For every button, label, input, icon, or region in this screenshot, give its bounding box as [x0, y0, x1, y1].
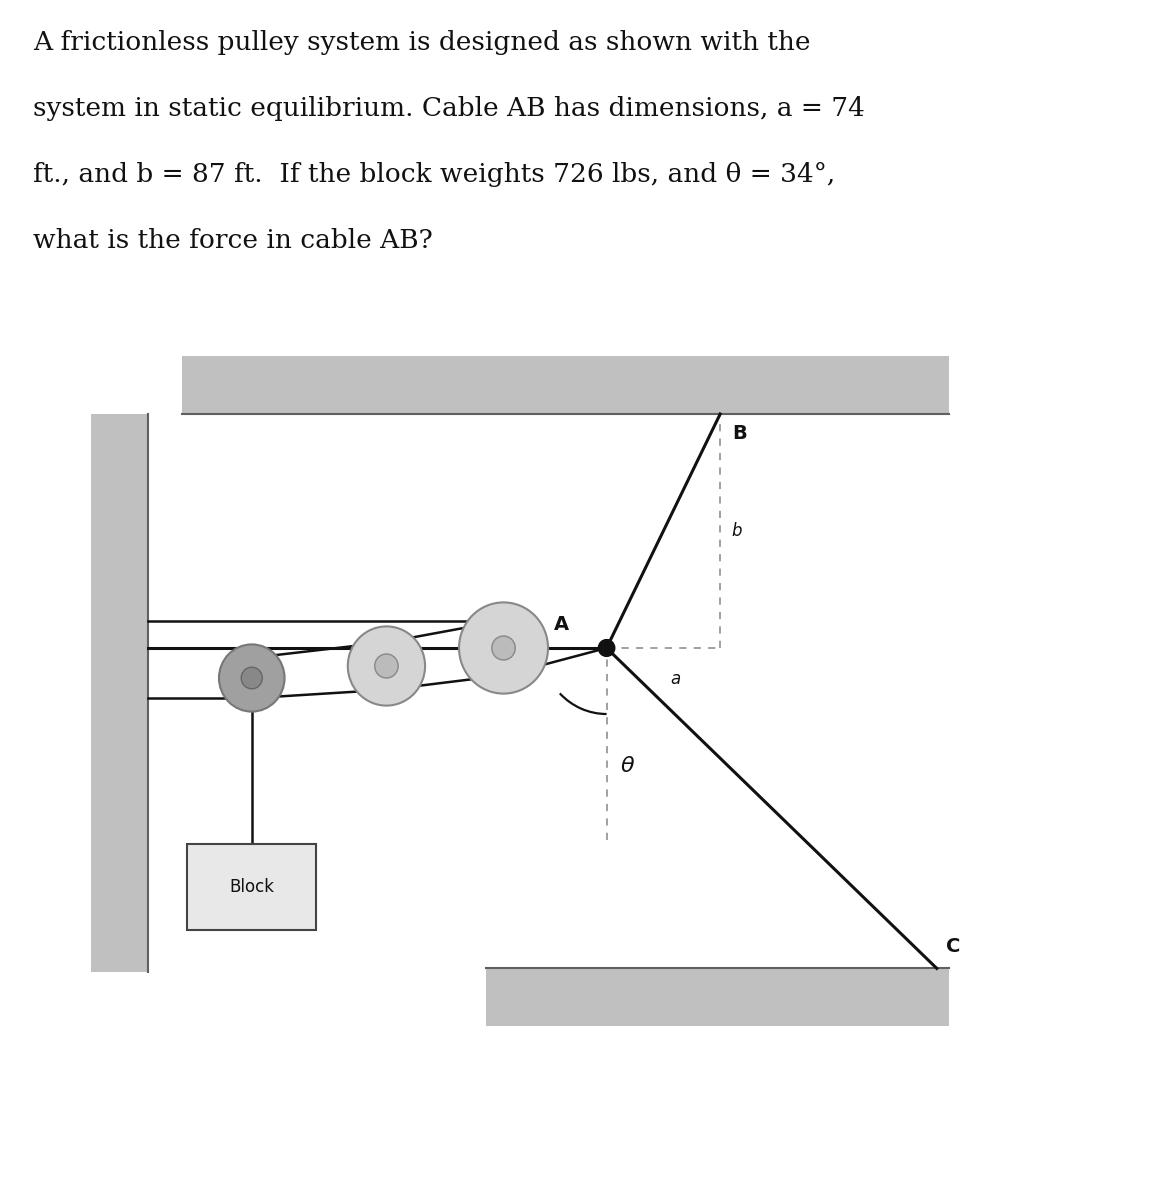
Bar [91, 414, 148, 972]
Bar [486, 968, 949, 1026]
Circle shape [492, 636, 515, 660]
Circle shape [598, 640, 615, 656]
Text: a: a [670, 670, 680, 688]
Text: B: B [732, 424, 747, 443]
Circle shape [459, 602, 548, 694]
Text: C: C [946, 937, 960, 956]
Circle shape [219, 644, 285, 712]
Text: A frictionless pulley system is designed as shown with the: A frictionless pulley system is designed… [33, 30, 810, 55]
Text: ft., and b = 87 ft.  If the block weights 726 lbs, and θ = 34°,: ft., and b = 87 ft. If the block weights… [33, 162, 835, 187]
Text: system in static equilibrium. Cable AB has dimensions, a = 74: system in static equilibrium. Cable AB h… [33, 96, 864, 121]
Bar [187, 844, 316, 930]
Text: what is the force in cable AB?: what is the force in cable AB? [33, 228, 432, 253]
Bar [182, 356, 949, 414]
Text: $\theta$: $\theta$ [621, 756, 635, 775]
Circle shape [375, 654, 398, 678]
Text: Block: Block [230, 878, 274, 895]
Circle shape [241, 667, 262, 689]
Text: b: b [732, 522, 742, 540]
Circle shape [348, 626, 425, 706]
Text: A: A [554, 614, 569, 634]
